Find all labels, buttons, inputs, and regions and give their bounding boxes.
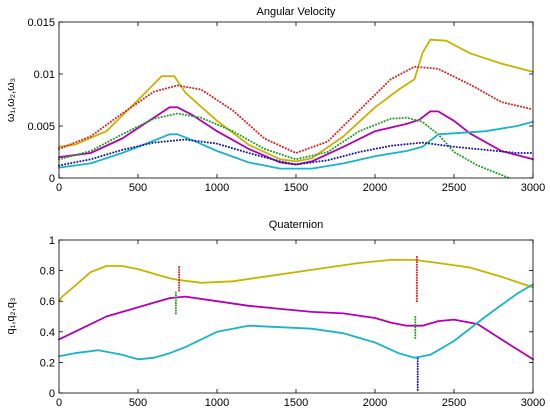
y-tick-label: 0.8 — [40, 266, 55, 278]
x-tick-label: 3000 — [521, 397, 545, 409]
x-tick-label: 3000 — [521, 182, 545, 194]
x-tick-label: 2000 — [363, 397, 387, 409]
y-tick-label: 1 — [49, 235, 55, 247]
series-line-0-5 — [58, 138, 534, 167]
x-tick-label: 2000 — [363, 182, 387, 194]
y-tick-label: 0.015 — [27, 17, 55, 29]
quaternion-title: Quaternion — [269, 219, 323, 231]
series-line-0-4 — [58, 120, 534, 170]
angular-velocity-ylabel: ω₁,ω₂,ω₃ — [5, 78, 17, 122]
x-tick-label: 500 — [129, 397, 147, 409]
x-tick-label: 1000 — [205, 182, 229, 194]
x-tick-label: 0 — [56, 182, 62, 194]
y-tick-label: 0.2 — [40, 357, 55, 369]
x-tick-label: 500 — [129, 182, 147, 194]
angular-velocity-ticks: 0 500 1000 1500 2000 2500 3000 0 0.005 0.01 0.015 — [27, 17, 545, 194]
quaternion-markers — [174, 254, 419, 391]
quaternion-ylabel: q₁,q₂,q₃ — [5, 298, 17, 335]
series-line-0-3 — [58, 112, 511, 179]
series-line-0-1 — [58, 65, 534, 154]
y-tick-label: 0 — [49, 388, 55, 400]
x-tick-label: 1500 — [284, 397, 308, 409]
x-tick-label: 2500 — [442, 182, 466, 194]
quaternion-series — [58, 258, 534, 361]
y-tick-label: 0.4 — [40, 327, 55, 339]
x-tick-label: 1500 — [284, 182, 308, 194]
series-line-0-0 — [58, 38, 534, 163]
y-tick-label: 0.005 — [27, 121, 55, 133]
y-tick-label: 0.6 — [40, 296, 55, 308]
quaternion-chart: Quaternion q₁,q₂,q₃ 0 500 1000 1500 2000 2500… — [5, 219, 545, 409]
angular-velocity-series — [58, 38, 534, 179]
y-tick-label: 0.01 — [34, 69, 55, 81]
x-tick-label: 1000 — [205, 397, 229, 409]
x-tick-label: 2500 — [442, 397, 466, 409]
angular-velocity-title: Angular Velocity — [257, 6, 336, 18]
y-tick-label: 0 — [49, 173, 55, 185]
series-line-1-2 — [58, 283, 534, 361]
quaternion-ticks: 0 500 1000 1500 2000 2500 3000 0 0.2 0.4 0.6 0.8 1 — [40, 235, 546, 409]
angular-velocity-chart: Angular Velocity ω₁,ω₂,ω₃ 0 500 1000 1500 20… — [5, 6, 545, 194]
series-line-1-1 — [58, 295, 534, 361]
series-line-1-0 — [58, 258, 534, 303]
x-tick-label: 0 — [56, 397, 62, 409]
